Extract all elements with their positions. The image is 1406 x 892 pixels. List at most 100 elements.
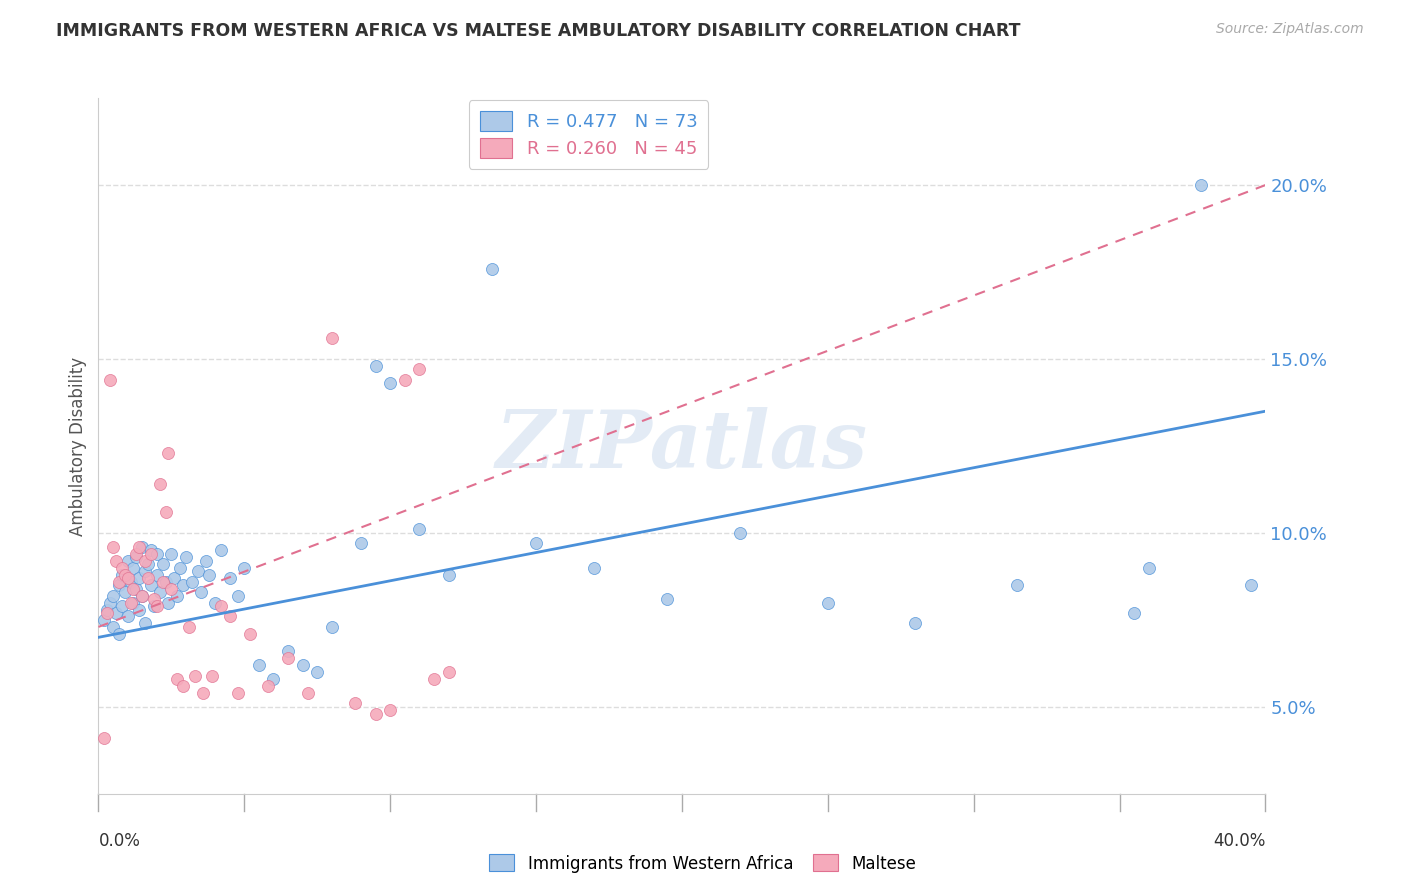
Legend: R = 0.477   N = 73, R = 0.260   N = 45: R = 0.477 N = 73, R = 0.260 N = 45 [468, 100, 709, 169]
Point [247, 658, 270, 673]
Point [297, 686, 319, 700]
Point [155, 505, 177, 519]
Point [583, 561, 606, 575]
Point [166, 589, 188, 603]
Point [160, 582, 183, 596]
Point [408, 523, 430, 537]
Point [423, 672, 446, 686]
Point [98, 596, 121, 610]
Point [139, 547, 162, 561]
Point [136, 571, 159, 585]
Point [228, 686, 250, 700]
Point [149, 477, 172, 491]
Point [93, 613, 115, 627]
Text: Source: ZipAtlas.com: Source: ZipAtlas.com [1216, 22, 1364, 37]
Point [408, 362, 430, 376]
Point [117, 571, 139, 585]
Point [122, 582, 145, 596]
Point [111, 599, 134, 613]
Point [350, 536, 373, 550]
Point [125, 550, 148, 565]
Point [198, 567, 221, 582]
Point [117, 609, 139, 624]
Point [108, 627, 131, 641]
Point [228, 589, 250, 603]
Point [177, 620, 200, 634]
Point [117, 554, 139, 568]
Point [218, 571, 240, 585]
Point [437, 567, 460, 582]
Point [166, 672, 188, 686]
Text: IMMIGRANTS FROM WESTERN AFRICA VS MALTESE AMBULATORY DISABILITY CORRELATION CHAR: IMMIGRANTS FROM WESTERN AFRICA VS MALTES… [56, 22, 1021, 40]
Point [256, 679, 278, 693]
Point [96, 606, 118, 620]
Point [378, 376, 402, 391]
Point [378, 703, 402, 717]
Point [101, 620, 124, 634]
Point [364, 706, 387, 721]
Point [277, 651, 299, 665]
Point [134, 554, 156, 568]
Point [104, 554, 127, 568]
Point [139, 578, 162, 592]
Point [437, 665, 460, 680]
Point [134, 616, 156, 631]
Point [131, 540, 153, 554]
Point [128, 571, 150, 585]
Point [146, 599, 169, 613]
Point [209, 543, 232, 558]
Point [817, 596, 839, 610]
Point [394, 373, 416, 387]
Point [262, 672, 284, 686]
Point [204, 596, 226, 610]
Point [209, 599, 232, 613]
Point [122, 596, 145, 610]
Point [169, 561, 191, 575]
Point [96, 602, 118, 616]
Point [111, 567, 134, 582]
Point [125, 582, 148, 596]
Text: 40.0%: 40.0% [1213, 832, 1265, 850]
Point [134, 564, 156, 578]
Point [120, 596, 142, 610]
Point [172, 679, 194, 693]
Point [307, 665, 329, 680]
Point [111, 561, 134, 575]
Point [101, 589, 124, 603]
Point [157, 446, 180, 460]
Point [1189, 178, 1212, 192]
Point [364, 359, 387, 373]
Point [131, 589, 153, 603]
Point [98, 373, 121, 387]
Point [160, 547, 183, 561]
Point [195, 554, 218, 568]
Point [1007, 578, 1029, 592]
Legend: Immigrants from Western Africa, Maltese: Immigrants from Western Africa, Maltese [482, 847, 924, 880]
Point [291, 658, 314, 673]
Point [131, 589, 153, 603]
Text: 0.0%: 0.0% [98, 832, 141, 850]
Point [142, 592, 165, 607]
Point [125, 547, 148, 561]
Point [139, 543, 162, 558]
Point [146, 567, 169, 582]
Point [155, 574, 177, 589]
Point [481, 261, 503, 276]
Point [187, 564, 209, 578]
Point [1240, 578, 1263, 592]
Point [904, 616, 927, 631]
Point [172, 578, 194, 592]
Point [120, 574, 142, 589]
Point [122, 561, 145, 575]
Y-axis label: Ambulatory Disability: Ambulatory Disability [69, 357, 87, 535]
Point [233, 561, 256, 575]
Point [108, 578, 131, 592]
Point [157, 596, 180, 610]
Point [180, 574, 202, 589]
Point [218, 609, 240, 624]
Point [1137, 561, 1160, 575]
Point [657, 592, 679, 607]
Point [152, 558, 174, 572]
Point [321, 331, 343, 345]
Point [136, 558, 159, 572]
